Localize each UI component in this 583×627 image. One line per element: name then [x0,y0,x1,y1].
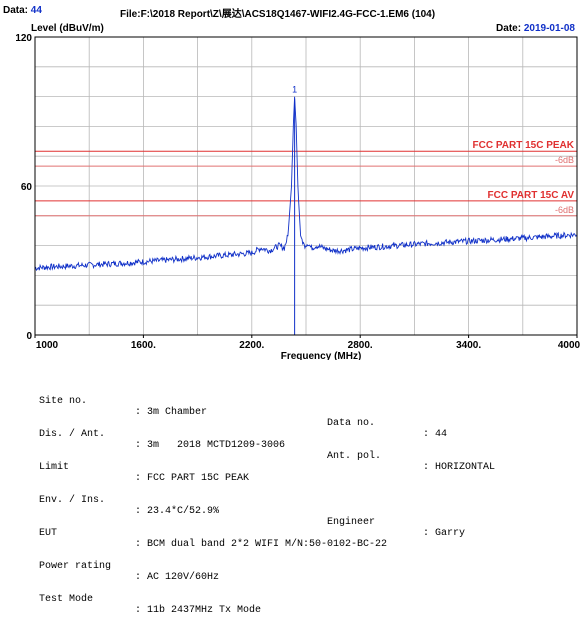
y-tick-label: 60 [21,182,33,193]
eut-value: : BCM dual band 2*2 WIFI M/N:50-0102-BC-… [135,539,388,550]
site-label: Site no. [39,396,88,407]
file-header: File:F:\2018 Report\Z\展达\ACS18Q1467-WIFI… [120,5,435,20]
date-header: Date: 2019-01-08 [496,23,575,34]
x-tick-label: 1600. [131,340,156,351]
info-row-mode: Test Mode : 11b 2437MHz Tx Mode [39,583,261,616]
mode-label: Test Mode [39,594,94,605]
emission-chart: FCC PART 15C PEAK -6dB FCC PART 15C AV -6dB… [15,33,580,360]
x-tick-label: 4000 [558,340,581,351]
mode-value: : 11b 2437MHz Tx Mode [135,605,262,616]
y-tick-label: 0 [26,331,32,342]
marker-label: 1 [292,85,297,95]
y-axis-label: Level (dBuV/m) [31,23,104,34]
data-no-label: Data no. [327,418,376,429]
dis-value: : 3m 2018 MCTD1209-3006 [135,440,286,451]
test-info-block: Site no. : 3m Chamber Data no. : 44 Dis.… [39,363,495,616]
data-value: 44 [30,5,42,16]
info-row-site: Site no. : 3m Chamber Data no. : 44 [39,385,447,440]
file-label: File: [120,9,141,20]
power-label: Power rating [39,561,112,572]
env-value: : 23.4*C/52.9% [135,506,220,517]
trace-line [34,96,578,271]
limit-line-label: FCC PART 15C PEAK [473,140,575,151]
chart-grid [35,37,577,335]
engineer-value: : Garry [423,528,466,539]
y-tick-label: 120 [15,33,32,44]
engineer-label: Engineer [327,517,376,528]
peak-marker: 1 [292,85,297,335]
spectrum-trace [34,96,578,271]
date-label: Date: [496,23,522,34]
x-tick-label: 2200. [239,340,264,351]
axis-ticks: 1000 1600. 2200. 2800. 3400. 4000 0 60 120 [15,33,580,351]
x-tick-label: 2800. [348,340,373,351]
limit-value: : FCC PART 15C PEAK [135,473,250,484]
date-value: 2019-01-08 [523,23,575,34]
dis-label: Dis. / Ant. [39,429,106,440]
info-row-env: Env. / Ins. : 23.4*C/52.9% Engineer : Ga… [39,484,465,539]
info-row-eut: EUT : BCM dual band 2*2 WIFI M/N:50-0102… [39,517,387,550]
plot-frame [34,36,578,336]
x-axis-label: Frequency (MHz) [281,351,362,360]
limit-line-label: -6dB [555,205,574,215]
data-label: Data: [3,5,29,16]
limit-line-label: -6dB [555,155,574,165]
x-tick-label: 1000 [36,340,59,351]
file-path: F:\2018 Report\Z\展达\ACS18Q1467-WIFI2.4G-… [140,9,436,20]
env-label: Env. / Ins. [39,495,106,506]
data-no-value: : 44 [423,429,448,440]
eut-label: EUT [39,528,58,539]
power-value: : AC 120V/60Hz [135,572,220,583]
limit-label: Limit [39,462,70,473]
ant-pol-value: : HORIZONTAL [423,462,496,473]
limit-line-label: FCC PART 15C AV [488,190,575,201]
data-number-header: Data: 44 [3,5,42,16]
info-row-power: Power rating : AC 120V/60Hz [39,550,219,583]
site-value: : 3m Chamber [135,407,208,418]
x-tick-label: 3400. [456,340,481,351]
info-row-distance: Dis. / Ant. : 3m 2018 MCTD1209-3006 Ant.… [39,418,495,473]
limit-lines: FCC PART 15C PEAK -6dB FCC PART 15C AV -6dB [35,140,577,217]
